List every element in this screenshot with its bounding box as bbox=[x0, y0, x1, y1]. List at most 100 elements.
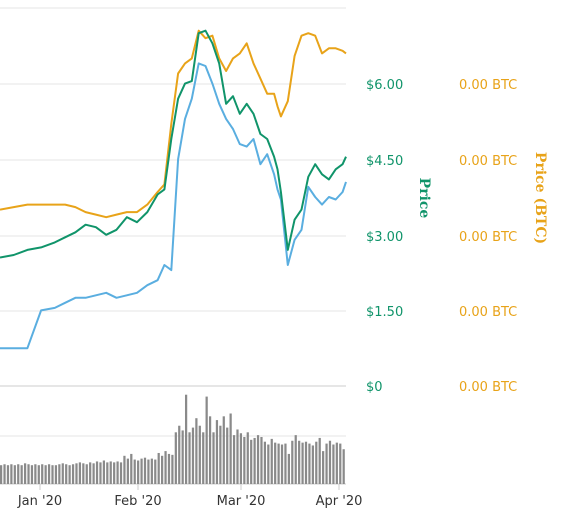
volume-bar bbox=[143, 457, 147, 484]
volume-bar bbox=[311, 445, 314, 484]
volume-bar bbox=[250, 439, 253, 484]
volume-bar bbox=[318, 437, 321, 484]
volume-bar bbox=[263, 441, 267, 484]
price-line bbox=[0, 29, 347, 259]
volume-bar bbox=[89, 462, 92, 484]
volume-bar bbox=[37, 465, 40, 484]
volume-bar bbox=[140, 458, 143, 484]
volume-bar bbox=[298, 440, 301, 484]
volume-bar bbox=[154, 459, 157, 484]
volume-bar bbox=[202, 432, 205, 484]
btc-tick-label: 0.00 BTC bbox=[459, 154, 517, 169]
volume-bar bbox=[284, 443, 287, 484]
volume-bar bbox=[232, 435, 236, 484]
volume-bar bbox=[328, 440, 332, 484]
market-cap-line bbox=[0, 62, 347, 350]
volume-bar bbox=[54, 465, 58, 484]
volume-bar bbox=[23, 463, 27, 484]
x-tick-label: Jan '20 bbox=[17, 494, 62, 509]
volume-bar bbox=[68, 465, 71, 484]
volume-bar bbox=[116, 461, 119, 484]
volume-bar bbox=[191, 427, 195, 484]
volume-bar bbox=[335, 442, 338, 484]
volume-bar bbox=[256, 435, 260, 484]
volume-bar bbox=[51, 465, 54, 484]
volume-bar bbox=[102, 460, 105, 484]
volume-bar bbox=[65, 464, 68, 484]
volume-bar bbox=[277, 443, 280, 484]
volume-bar bbox=[20, 465, 23, 484]
volume-bar bbox=[164, 451, 167, 484]
volume-bar bbox=[301, 442, 304, 484]
x-tick-label: Mar '20 bbox=[217, 494, 266, 509]
x-tick-label: Apr '20 bbox=[316, 494, 363, 509]
volume-bar bbox=[85, 464, 88, 484]
volume-bar bbox=[215, 420, 219, 484]
volume-bar bbox=[34, 464, 37, 484]
volume-bar bbox=[198, 425, 201, 484]
volume-bar bbox=[212, 432, 215, 484]
volume-bar bbox=[130, 453, 133, 484]
volume-bar bbox=[188, 432, 191, 484]
volume-bar bbox=[260, 437, 263, 484]
volume-bar bbox=[219, 425, 222, 484]
volume-bar bbox=[246, 432, 249, 484]
btc-tick-label: 0.00 BTC bbox=[459, 230, 517, 245]
volume-bar bbox=[3, 464, 6, 484]
volume-bar bbox=[30, 465, 34, 484]
volume-bar bbox=[236, 429, 239, 484]
price-axis-title: Price bbox=[416, 178, 432, 219]
volume-bar bbox=[253, 437, 256, 484]
volume-bar bbox=[181, 430, 184, 484]
volume-bar bbox=[325, 443, 328, 484]
volume-bar bbox=[222, 416, 225, 484]
volume-bar bbox=[137, 460, 140, 484]
volume-bar bbox=[342, 449, 345, 484]
volume-bar bbox=[178, 425, 181, 484]
volume-bar bbox=[41, 464, 44, 484]
price-tick-label: $1.50 bbox=[366, 305, 403, 320]
price-tick-label: $6.00 bbox=[366, 78, 403, 93]
volume-bar bbox=[171, 454, 174, 484]
volume-bar bbox=[184, 394, 188, 484]
volume-bar bbox=[208, 416, 212, 484]
volume-bar bbox=[133, 459, 136, 484]
volume-bar bbox=[106, 462, 109, 484]
volume-bar bbox=[322, 451, 325, 484]
volume-bar bbox=[75, 463, 78, 484]
volume-bar bbox=[226, 427, 229, 484]
volume-bar bbox=[6, 465, 10, 484]
volume-bar bbox=[150, 458, 153, 484]
volume-bar bbox=[161, 455, 164, 484]
volume-bar bbox=[71, 464, 75, 484]
btc-tick-label: 0.00 BTC bbox=[459, 305, 517, 320]
volume-bar bbox=[287, 453, 290, 484]
volume-bar bbox=[17, 464, 20, 484]
volume-bar bbox=[167, 453, 171, 484]
volume-bar bbox=[47, 464, 51, 484]
volume-bar bbox=[294, 435, 297, 484]
volume-bar bbox=[109, 461, 112, 484]
volume-bar bbox=[78, 462, 82, 484]
volume-bar bbox=[239, 433, 243, 484]
volume-bar bbox=[157, 452, 160, 484]
price-tick-label: $3.00 bbox=[366, 230, 403, 245]
volume-bar bbox=[126, 458, 129, 484]
volume-bar bbox=[113, 462, 116, 484]
volume-bar bbox=[95, 461, 99, 484]
series-lines bbox=[0, 29, 347, 350]
volume-bar bbox=[147, 459, 150, 484]
volume-bar bbox=[339, 443, 342, 484]
volume-bar bbox=[332, 444, 335, 484]
volume-bar bbox=[270, 438, 273, 484]
volume-bar bbox=[291, 440, 294, 484]
volume-bar bbox=[82, 463, 85, 484]
price-gridlines bbox=[0, 7, 346, 387]
volume-bar bbox=[61, 463, 64, 484]
volume-bar bbox=[274, 442, 277, 484]
volume-bar bbox=[0, 465, 3, 484]
volume-bar bbox=[243, 437, 246, 484]
volume-bar bbox=[92, 463, 95, 484]
x-tick-label: Feb '20 bbox=[114, 494, 161, 509]
volume-bar bbox=[308, 443, 311, 484]
